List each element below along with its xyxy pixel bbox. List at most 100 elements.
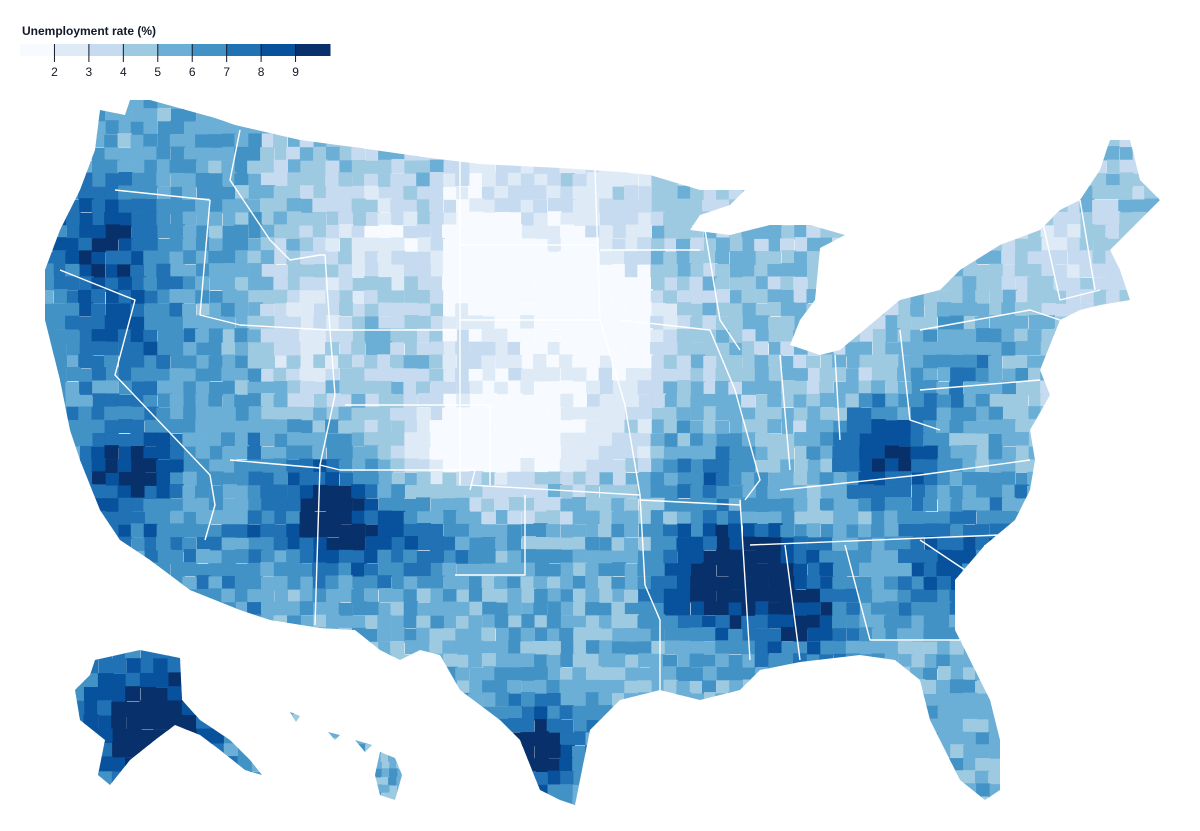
county [650,472,665,487]
county [1157,237,1160,252]
county [261,576,276,591]
county [1092,497,1108,512]
county [1067,107,1082,122]
county [45,211,54,226]
county [715,627,730,643]
county [326,641,341,656]
county [455,251,470,266]
county [1118,498,1133,513]
county [845,459,860,474]
county [153,729,169,745]
county [754,628,769,644]
county [780,550,795,565]
county [611,485,627,500]
county [364,329,379,344]
county [833,328,848,343]
county [885,251,900,266]
county [417,432,432,447]
county [949,381,964,396]
county [274,783,289,798]
county [482,745,497,760]
county [313,121,329,136]
county [911,744,926,759]
county [729,315,745,330]
county [637,615,652,630]
county [169,419,184,434]
county [494,667,509,682]
county [988,342,1003,357]
county [689,160,705,175]
county [351,263,367,278]
county [352,783,368,799]
county [715,277,730,292]
county [559,354,574,369]
county [754,679,770,694]
county [872,329,888,344]
county [1027,107,1042,122]
county [183,328,199,343]
county [612,679,628,695]
county [872,744,888,759]
county [936,354,951,369]
county [1066,498,1081,513]
county [780,770,796,785]
county [572,302,587,317]
county [833,420,848,435]
county [936,601,952,616]
county [338,406,353,421]
county [715,237,731,252]
county [1053,653,1068,668]
county [690,524,706,539]
county [52,510,67,525]
county [989,108,1004,123]
county [1027,419,1042,434]
county [560,120,576,135]
county [507,680,522,695]
county [547,549,562,564]
county [651,797,666,805]
county [1157,602,1160,617]
county [755,666,770,682]
county [676,745,691,760]
county [481,419,496,435]
county [1040,524,1056,539]
county [1041,303,1056,318]
county [611,445,626,460]
county [1158,484,1160,500]
county [885,393,900,408]
county [898,160,913,176]
county [677,718,692,734]
county [404,146,419,161]
county [286,198,301,213]
county [404,485,420,500]
county [897,289,912,304]
county [1002,264,1017,279]
county [781,355,796,371]
county [923,628,938,643]
county [950,185,965,201]
county [45,406,55,421]
county [547,471,563,486]
county [131,159,146,175]
county [911,159,927,174]
county [482,757,498,772]
county [533,100,548,109]
county [833,289,849,304]
county [261,407,276,422]
county [469,757,484,773]
county [741,497,756,512]
county [195,290,210,305]
county [1157,120,1160,135]
county [611,146,626,161]
county [1132,562,1148,578]
county [209,666,224,681]
county [715,420,730,436]
county [377,705,392,720]
county [807,537,823,552]
county [299,718,315,733]
county [1092,263,1107,278]
county [559,679,574,694]
county [963,744,978,760]
county [208,654,224,669]
county [676,147,691,162]
